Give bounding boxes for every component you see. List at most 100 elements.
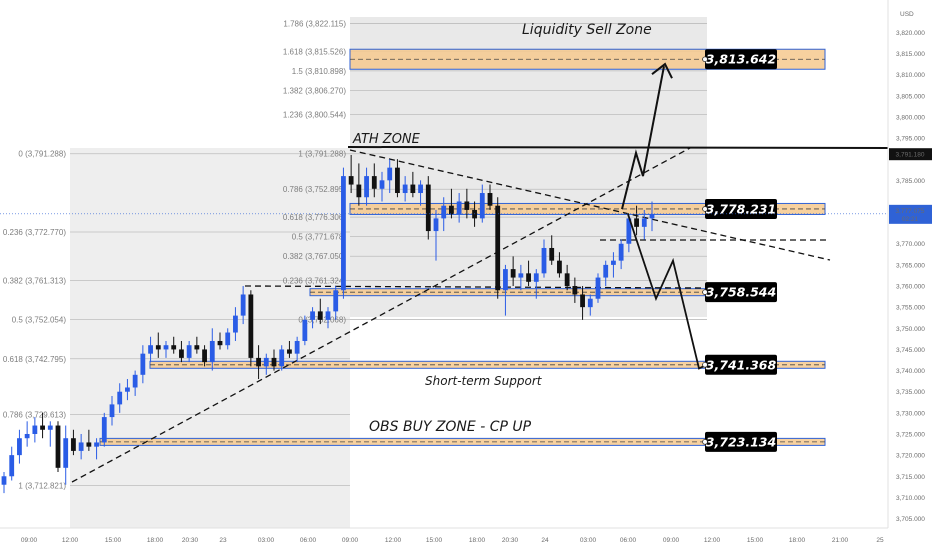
candle-body bbox=[186, 345, 192, 358]
candle-body bbox=[217, 340, 223, 346]
candle-body bbox=[356, 184, 362, 198]
candle-body bbox=[1, 476, 7, 485]
time-tick-label: 24 bbox=[541, 537, 549, 544]
candle-body bbox=[479, 193, 485, 219]
candle-body bbox=[449, 205, 454, 215]
candle-body bbox=[464, 201, 470, 210]
candles bbox=[1, 154, 655, 494]
candle-body bbox=[287, 349, 292, 354]
price-tick-label: 3,735.000 bbox=[896, 389, 925, 396]
price-tick-label: 3,760.000 bbox=[896, 284, 925, 291]
fib-left-label: 0 (3,791.288) bbox=[18, 150, 66, 159]
ath-zone-title: ATH ZONE bbox=[352, 132, 421, 147]
time-tick-label: 20:30 bbox=[502, 537, 519, 544]
price-box bbox=[705, 354, 777, 375]
candle-body bbox=[78, 442, 84, 451]
time-tick-label: 20:30 bbox=[182, 537, 199, 544]
time-tick-label: 15:00 bbox=[747, 537, 764, 544]
time-tick-label: 06:00 bbox=[300, 537, 317, 544]
price-tick-label: 3,785.000 bbox=[896, 178, 925, 185]
fib-left-label: 0.382 (3,761.313) bbox=[3, 276, 66, 285]
time-tick-label: 18:00 bbox=[789, 537, 806, 544]
price-axis: USD 3,705.000 3,710.000 3,715.000 3,720.000… bbox=[0, 0, 932, 529]
fib-right-label: 1.5 (3,810.898) bbox=[292, 67, 347, 76]
resistance-trendline bbox=[349, 149, 831, 261]
price-tick-label: 3,755.000 bbox=[896, 305, 925, 312]
price-tick-label: 3,810.000 bbox=[896, 72, 925, 79]
candle-body bbox=[533, 273, 539, 282]
candle-body bbox=[626, 218, 632, 244]
price-box-label: 3,723.134 bbox=[706, 434, 776, 449]
price-box-anchor bbox=[702, 206, 708, 212]
candle-body bbox=[302, 319, 308, 341]
price-tick-label: 3,715.000 bbox=[896, 474, 925, 481]
price-tick-label: 3,730.000 bbox=[896, 410, 925, 417]
candle-body bbox=[125, 387, 130, 392]
candle-body bbox=[294, 340, 300, 354]
candle-body bbox=[549, 247, 555, 261]
time-axis: 09:00 12:00 15:00 18:00 20:30 23 03:00 06:00 09:… bbox=[21, 537, 884, 544]
countdown-label: 02:21 bbox=[902, 216, 919, 223]
candle-body bbox=[402, 184, 408, 194]
candle-body bbox=[410, 184, 416, 194]
candle-body bbox=[487, 193, 493, 206]
price-box-label: 3,813.642 bbox=[706, 52, 776, 67]
candle-body bbox=[271, 357, 277, 367]
obs-buy-zone-title: OBS BUY ZONE - CP UP bbox=[369, 419, 532, 435]
candle-body bbox=[317, 311, 323, 320]
candle-body bbox=[155, 345, 161, 350]
price-tick-label: 3,805.000 bbox=[896, 93, 925, 100]
projection-path bbox=[621, 62, 708, 370]
candle-body bbox=[618, 243, 624, 261]
ath-price-tag bbox=[889, 148, 932, 161]
price-tick-label: 3,820.000 bbox=[896, 30, 925, 37]
ath-line bbox=[347, 146, 889, 149]
candle-body bbox=[395, 167, 400, 194]
price-tick-label: 3,765.000 bbox=[896, 262, 925, 269]
candle-body bbox=[209, 340, 215, 363]
candle-body bbox=[71, 438, 76, 451]
candle-body bbox=[225, 332, 231, 346]
candle-body bbox=[634, 218, 639, 227]
level-3758-line bbox=[244, 285, 706, 289]
time-tick-label: 03:00 bbox=[258, 537, 275, 544]
fib-right-label: 0.5 (3,771.678) bbox=[292, 233, 347, 242]
fib-right-label: 0.618 (3,776.306) bbox=[283, 213, 346, 222]
candle-body bbox=[611, 260, 616, 265]
fib-right-label: 0 (3,752.068) bbox=[298, 316, 346, 325]
candle-body bbox=[171, 345, 177, 350]
candle-body bbox=[32, 425, 38, 434]
candle-body bbox=[348, 176, 354, 185]
candle-body bbox=[580, 294, 585, 308]
fib-left-label: 0.5 (3,752.054) bbox=[12, 316, 67, 325]
candle-body bbox=[371, 176, 377, 189]
candle-body bbox=[40, 425, 45, 430]
time-tick-label: 06:00 bbox=[620, 537, 637, 544]
price-box-anchor bbox=[702, 439, 708, 445]
fib-right-label: 1 (3,791.288) bbox=[298, 150, 346, 159]
price-tick-label: 3,770.000 bbox=[896, 241, 925, 248]
candle-body bbox=[24, 433, 30, 439]
candle-body bbox=[202, 349, 207, 363]
fib-left-label: 0.236 (3,772.770) bbox=[3, 228, 66, 237]
candle-body bbox=[55, 425, 61, 468]
fib-right-label: 1.382 (3,806.270) bbox=[283, 86, 346, 95]
price-box-label: 3,741.368 bbox=[706, 357, 777, 372]
candle-body bbox=[63, 438, 69, 468]
candle-body bbox=[194, 345, 200, 350]
current-price-tag bbox=[889, 204, 932, 224]
price-tick-label: 3,745.000 bbox=[896, 347, 925, 354]
candle-body bbox=[641, 218, 647, 227]
candle-body bbox=[263, 357, 269, 367]
candle-body bbox=[418, 184, 423, 194]
candle-body bbox=[587, 298, 593, 308]
candle-body bbox=[47, 425, 53, 430]
candle-body bbox=[456, 201, 462, 215]
ath-price-tag-label: 3,791.180 bbox=[896, 152, 925, 159]
candle-body bbox=[518, 273, 524, 278]
price-tick-label: 3,800.000 bbox=[896, 114, 925, 121]
short-term-support-title: Short-term Support bbox=[425, 374, 543, 388]
candle-body bbox=[603, 264, 609, 278]
candle-body bbox=[132, 374, 138, 388]
